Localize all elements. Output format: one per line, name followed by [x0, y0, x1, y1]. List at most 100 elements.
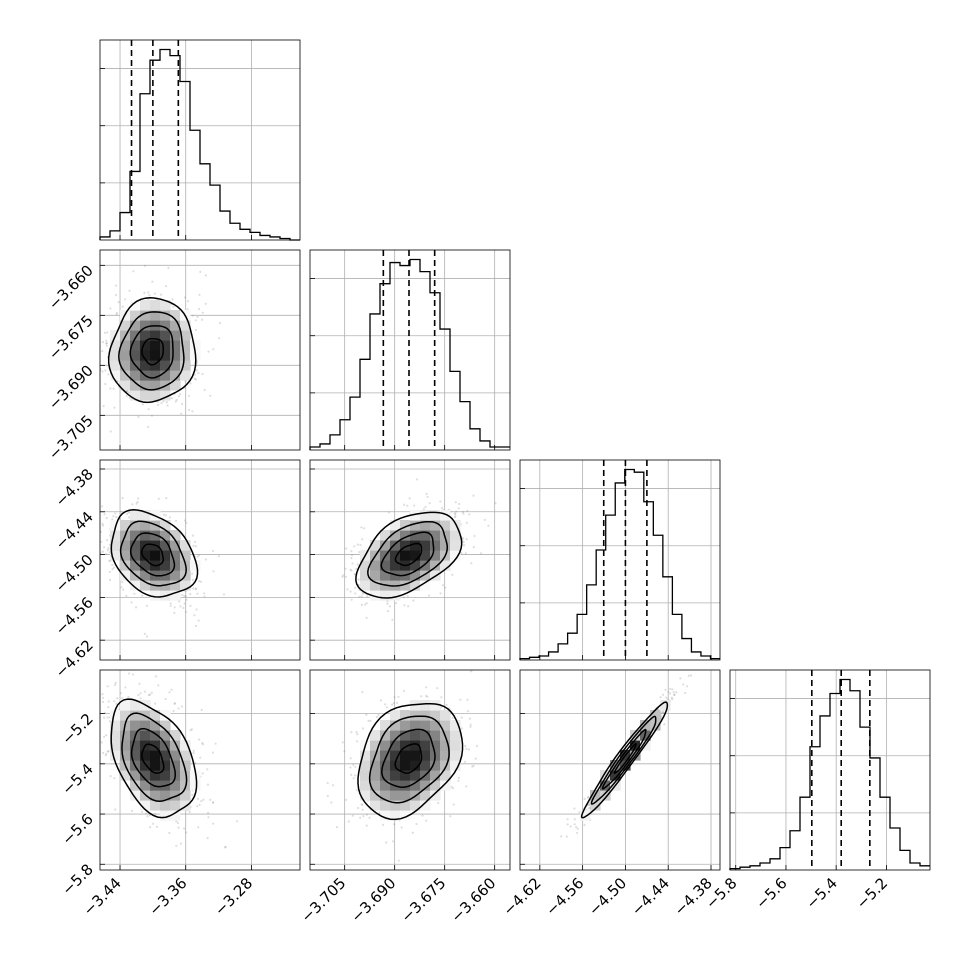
scatter-point: [201, 372, 204, 376]
scatter-point: [114, 512, 117, 515]
scatter-point: [407, 605, 410, 608]
scatter-point: [111, 563, 114, 567]
scatter-point: [179, 393, 182, 396]
scatter-point: [194, 588, 197, 591]
scatter-point: [341, 575, 344, 578]
density-cell: [150, 360, 161, 371]
x-tick-label: −3.690: [348, 874, 400, 926]
scatter-point: [195, 369, 198, 372]
scatter-point: [188, 810, 191, 814]
scatter-point: [194, 319, 197, 322]
density-cell: [410, 760, 421, 771]
scatter-point: [466, 698, 469, 701]
contour-level-2: [367, 520, 449, 587]
scatter-point: [686, 685, 689, 688]
scatter-point: [454, 501, 457, 504]
scatter-point: [173, 606, 176, 609]
scatter-point: [141, 403, 144, 406]
scatter-point: [350, 550, 353, 553]
scatter-point: [101, 693, 104, 696]
density-cell: [430, 760, 441, 771]
scatter-point: [101, 505, 104, 508]
scatter-point: [461, 510, 465, 513]
y-tick-label: −4.62: [52, 636, 97, 681]
y-tick-label: −5.8: [58, 860, 96, 898]
scatter-point: [185, 831, 188, 834]
scatter-point: [160, 401, 163, 405]
scatter-point: [475, 744, 479, 748]
scatter-point: [455, 510, 458, 513]
density-cell: [360, 570, 371, 581]
density-cell: [380, 560, 391, 571]
scatter-point: [191, 793, 194, 796]
density-cell: [400, 520, 411, 531]
density-cell: [140, 300, 151, 311]
scatter-point: [113, 777, 116, 780]
scatter-point: [367, 719, 370, 723]
scatter-point: [114, 681, 117, 685]
scatter-point: [360, 595, 363, 598]
density-cell: [180, 580, 191, 591]
density-cell: [170, 800, 181, 811]
panel-frame: [99, 39, 301, 241]
contour-level-0: [140, 543, 165, 567]
density-cell: [120, 770, 131, 781]
scatter-point: [177, 826, 180, 829]
scatter-point: [454, 515, 457, 518]
density-cell: [430, 560, 441, 571]
scatter-point: [196, 805, 199, 808]
scatter-point: [218, 337, 221, 340]
scatter-point: [172, 709, 175, 713]
density-cell: [130, 310, 141, 321]
scatter-point: [673, 693, 676, 697]
density-cell: [190, 340, 201, 351]
contour-level-0: [141, 337, 164, 366]
x-tick-label: −3.36: [145, 874, 190, 919]
scatter-point: [387, 511, 391, 514]
scatter-point: [583, 797, 586, 801]
density-cell: [180, 750, 191, 761]
density-cell: [160, 540, 171, 551]
scatter-point: [573, 818, 576, 821]
scatter-point: [115, 313, 118, 316]
density-cell: [160, 310, 171, 321]
density-cell: [150, 370, 161, 381]
scatter-point: [136, 501, 139, 504]
panel-frame: [99, 459, 301, 661]
scatter-point: [428, 594, 431, 597]
scatter-point: [204, 558, 207, 561]
contour-level-2: [368, 715, 450, 804]
scatter-point: [356, 733, 359, 736]
density-cell: [370, 730, 381, 741]
scatter-point: [360, 803, 363, 806]
scatter-point: [393, 696, 396, 699]
density-cell: [400, 730, 411, 741]
scatter-point: [149, 826, 152, 829]
density-cell: [430, 740, 441, 751]
density-cell: [140, 550, 151, 561]
scatter-point: [183, 595, 186, 598]
scatter-point: [684, 691, 687, 695]
scatter-point: [350, 773, 353, 777]
scatter-point: [662, 693, 665, 696]
scatter-point: [357, 806, 360, 810]
scatter-point: [440, 696, 443, 699]
scatter-point: [336, 826, 339, 829]
scatter-point: [565, 835, 568, 838]
density-cell: [440, 770, 451, 781]
contour-level-3: [355, 511, 463, 599]
scatter-point: [179, 842, 183, 845]
scatter-point: [465, 521, 468, 524]
x-tick-label: −4.44: [628, 874, 673, 919]
scatter-point: [186, 308, 189, 311]
scatter-point: [349, 757, 352, 760]
scatter-point: [199, 580, 203, 583]
scatter-point: [350, 569, 353, 572]
density-cell: [170, 550, 181, 561]
scatter-point: [145, 812, 148, 815]
density-cell: [450, 740, 461, 751]
density-cell: [390, 810, 401, 821]
scatter-point: [425, 492, 428, 495]
density-cell: [160, 720, 171, 731]
density-cell: [110, 550, 121, 561]
